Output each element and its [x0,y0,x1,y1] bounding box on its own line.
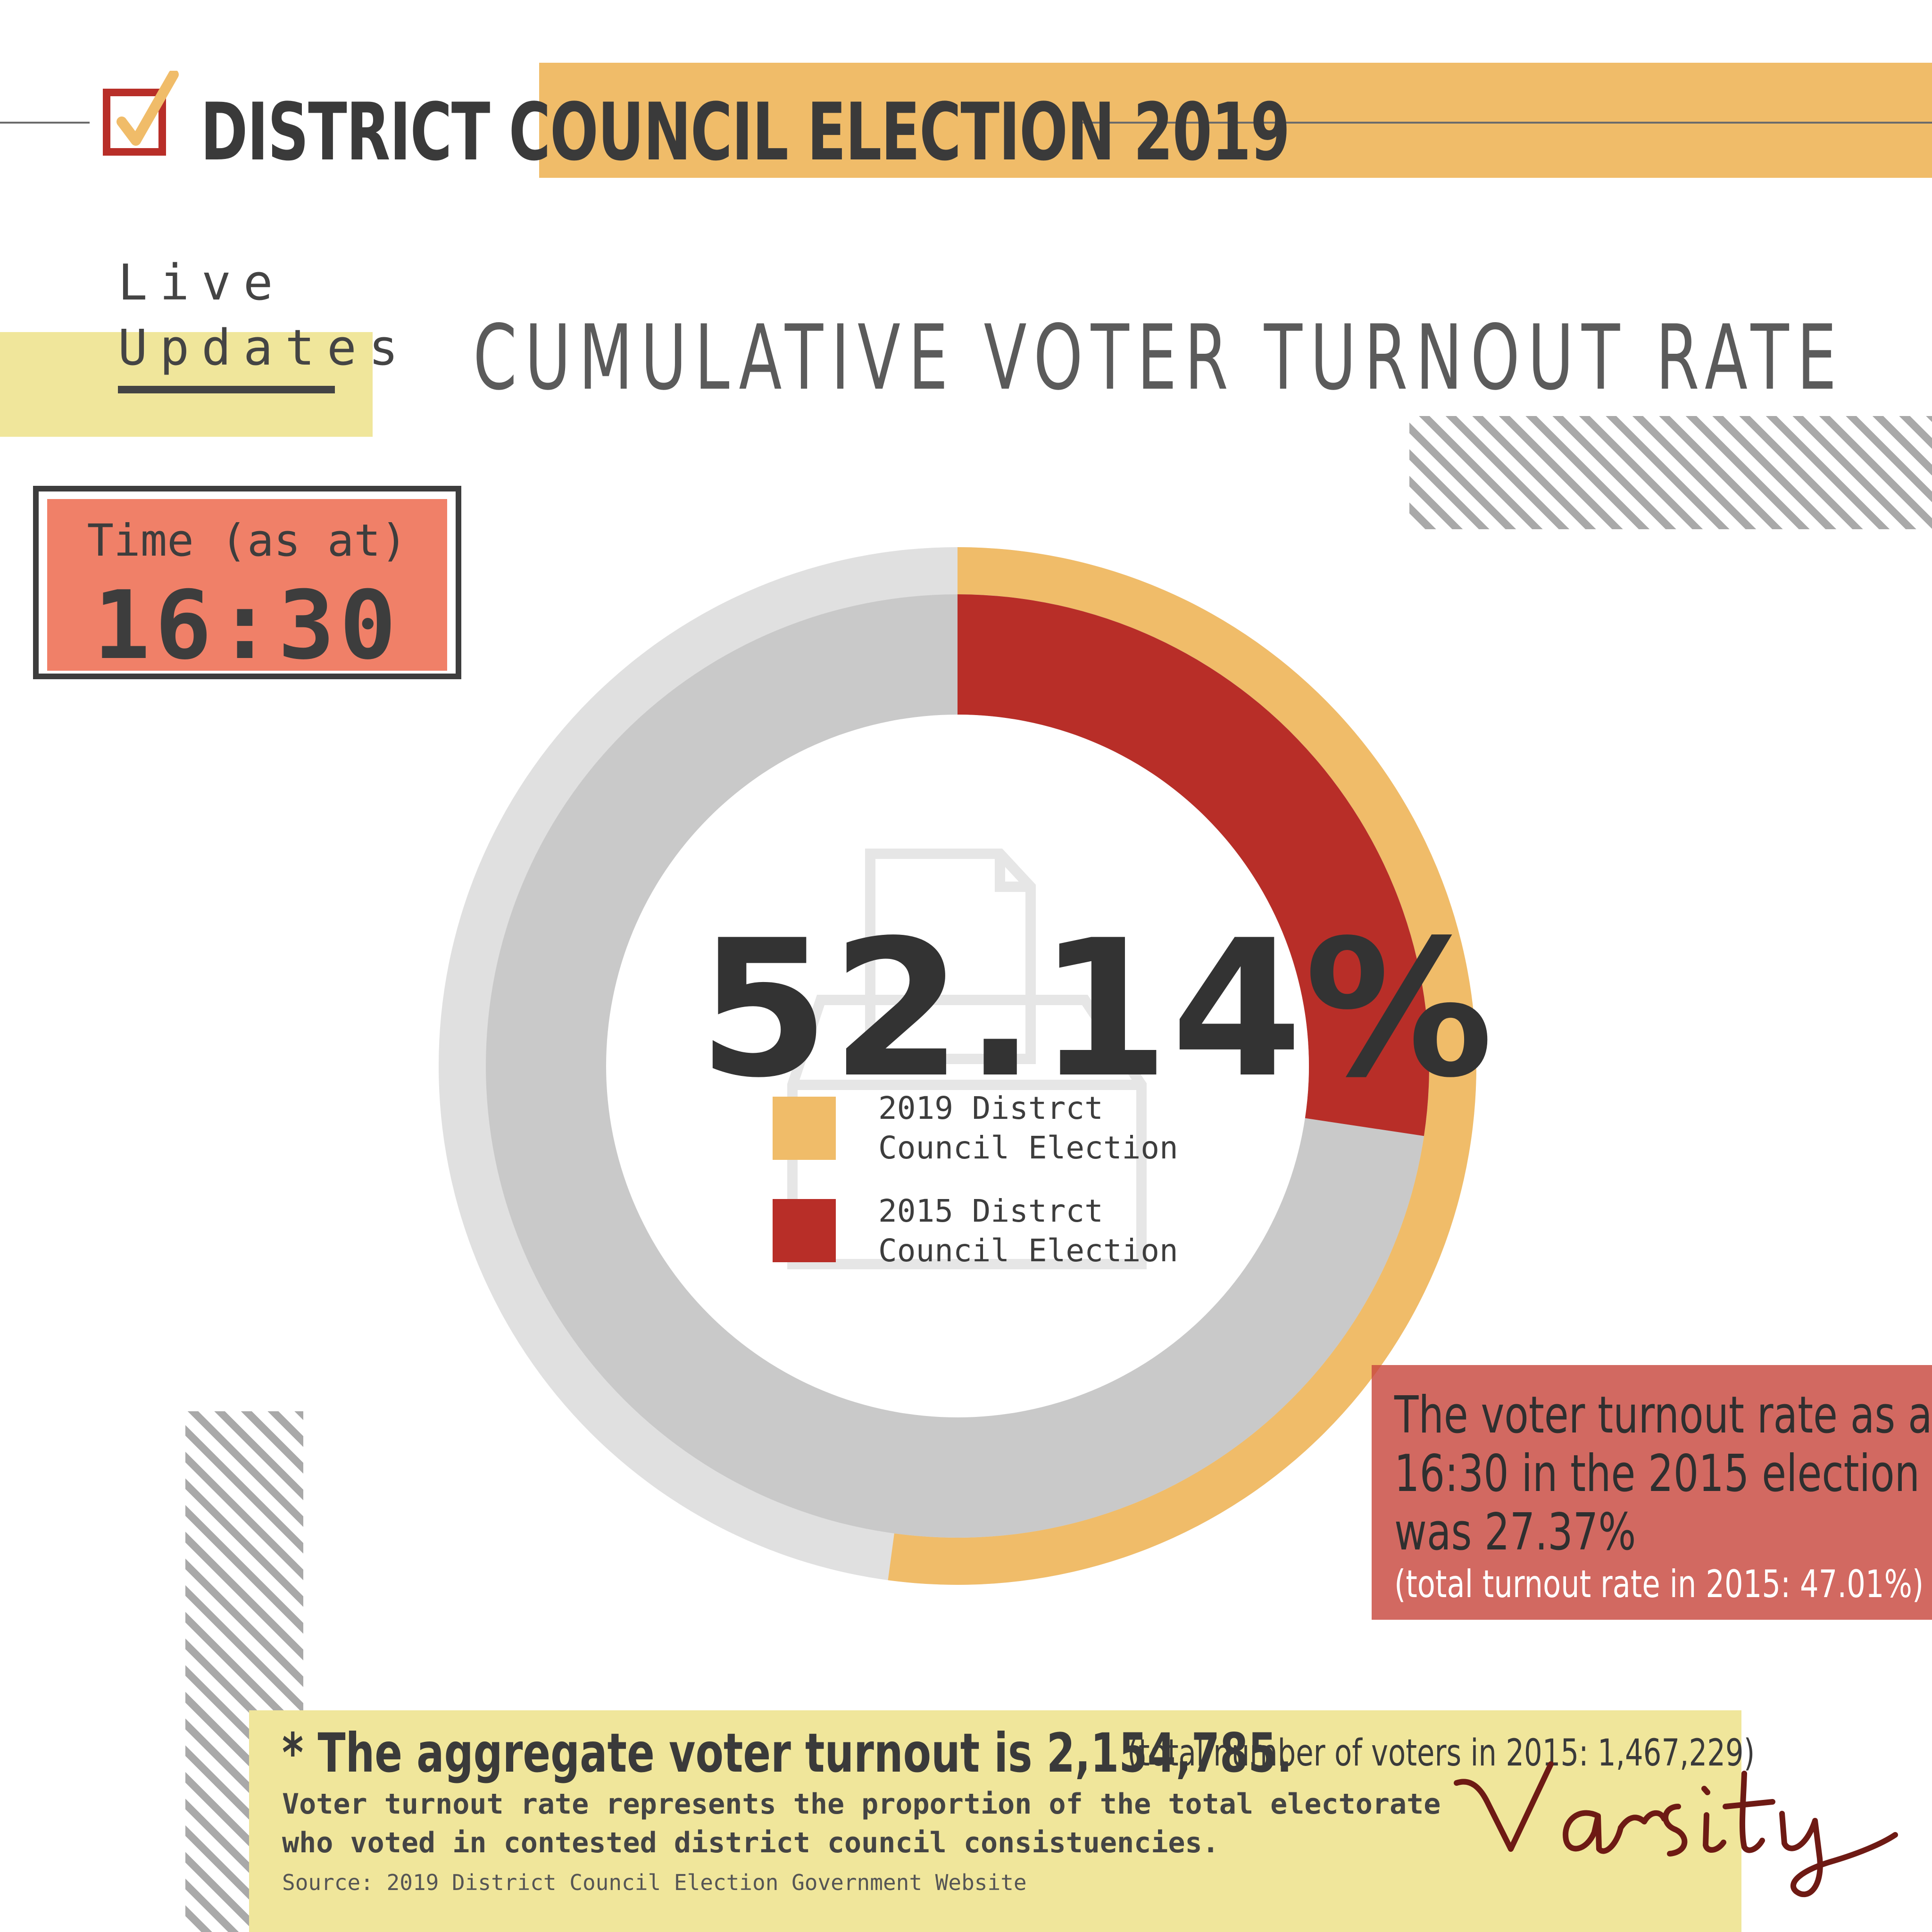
note-line3: was 27.37% [1394,1503,1636,1562]
note-line1: The voter turnout rate as at [1394,1386,1932,1445]
live-updates-band [0,332,373,437]
time-box-frame [33,486,461,679]
live-updates-label-line2: Updates [118,319,411,376]
hatch-pattern-top [1409,416,1932,529]
note-sub: (total turnout rate in 2015: 47.01%) [1394,1562,1924,1606]
legend-label-2015-line2: Council Election [878,1232,1178,1269]
definition-line2: who voted in contested district council … [282,1826,1219,1859]
legend-label-2019-line2: Council Election [878,1130,1178,1166]
legend-swatch-2015 [773,1199,836,1262]
note-line2: 16:30 in the 2015 election [1394,1444,1920,1503]
ballot-box-icon [787,849,1147,1269]
note-box [1372,1365,1932,1620]
page-title: DISTRICT COUNCIL ELECTION 2019 [200,86,1290,178]
aggregate-turnout: * The aggregate voter turnout is 2,154,7… [282,1722,1292,1784]
footer-box [249,1710,1741,1932]
center-value: 52.14% [698,900,1496,1119]
time-value: 16:30 [93,571,401,681]
varsity-logo [1454,1761,1898,1897]
donut-arc-2015 [958,594,1429,1136]
time-box [47,499,447,671]
header-rule-left [0,122,90,124]
definition-line1: Voter turnout rate represents the propor… [282,1788,1441,1821]
header-band [539,63,1932,178]
legend-label-2015-line1: 2015 Distrct [878,1193,1103,1229]
source-note: Source: 2019 District Council Election G… [282,1870,1027,1895]
live-updates-underline [118,386,335,393]
aggregate-turnout-sub: (total number of voters in 2015: 1,467,2… [1127,1732,1755,1774]
chart-title: CUMULATIVE VOTER TURNOUT RATE [473,306,1845,410]
legend-swatch-2019 [773,1097,836,1160]
header-rule-right [1076,122,1932,124]
checkbox-icon [103,71,179,156]
legend-label-2019: 2019 Distrct Council Election [878,1089,1178,1168]
legend-label-2015: 2015 Distrct Council Election [878,1191,1178,1271]
time-label: Time (as at) [87,515,408,566]
live-updates-label-line1: Live [118,254,285,311]
legend-label-2019-line1: 2019 Distrct [878,1090,1103,1126]
